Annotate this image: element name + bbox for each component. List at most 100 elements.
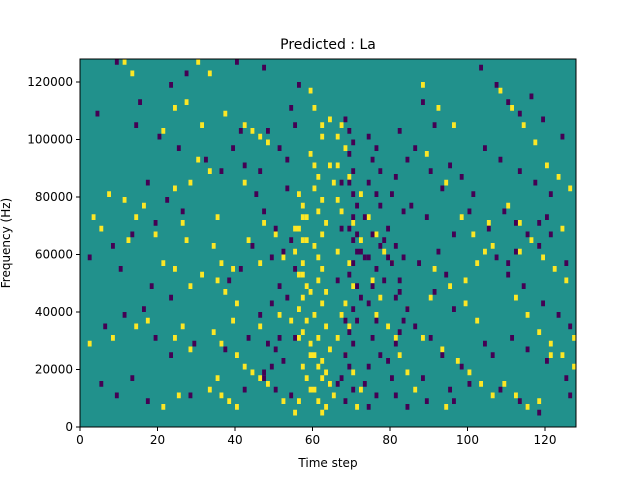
heatmap-cell-low	[374, 266, 379, 272]
heatmap-cell-low	[238, 266, 243, 272]
heatmap-cell-high	[328, 116, 332, 123]
heatmap-cell-high	[219, 392, 224, 399]
heatmap-cell-low	[339, 179, 344, 186]
heatmap-cell-low	[238, 128, 243, 134]
heatmap-cell-high	[548, 352, 553, 358]
heatmap-cell-low	[517, 168, 522, 174]
heatmap-cell-low	[390, 260, 394, 266]
heatmap-cell-high	[242, 122, 247, 128]
heatmap-cell-high	[479, 381, 484, 387]
heatmap-cell-high	[215, 375, 220, 381]
heatmap-cell-high	[219, 260, 224, 266]
x-tick-label: 40	[227, 433, 242, 447]
heatmap-cell-high	[258, 375, 263, 381]
heatmap-cell-high	[343, 300, 348, 307]
heatmap-cell-low	[374, 317, 379, 324]
heatmap-cell-low	[355, 317, 360, 324]
heatmap-cell-high	[378, 294, 383, 301]
heatmap-cell-low	[510, 335, 515, 341]
heatmap-cell-high	[207, 386, 212, 393]
heatmap-cell-high	[289, 317, 294, 324]
heatmap-cell-high	[111, 335, 115, 341]
heatmap-cell-high	[320, 358, 325, 364]
heatmap-cell-low	[277, 335, 282, 341]
heatmap-cell-low	[335, 277, 340, 284]
heatmap-cell-high	[308, 87, 313, 94]
heatmap-cell-low	[494, 254, 499, 261]
heatmap-cell-high	[324, 289, 329, 295]
heatmap-cell-low	[289, 105, 294, 111]
heatmap-cell-low	[374, 191, 379, 197]
heatmap-cell-high	[200, 122, 205, 128]
heatmap-cell-high	[351, 369, 356, 376]
heatmap-cell-high	[320, 122, 325, 128]
heatmap-cell-high	[331, 392, 336, 399]
heatmap-cell-high	[227, 398, 232, 404]
heatmap-cell-high	[444, 404, 449, 410]
heatmap-cell-low	[339, 375, 344, 381]
heatmap-cell-high	[328, 346, 332, 353]
heatmap-cell-high	[351, 283, 356, 289]
heatmap-cell-high	[548, 340, 553, 347]
heatmap-cell-high	[99, 225, 104, 232]
heatmap-cell-low	[335, 381, 340, 387]
heatmap-cell-high	[475, 317, 480, 324]
heatmap-cell-high	[312, 105, 317, 111]
heatmap-cell-low	[401, 208, 406, 215]
heatmap-cell-low	[370, 156, 375, 163]
heatmap-cell-low	[347, 151, 352, 157]
heatmap-cell-high	[134, 214, 139, 220]
heatmap-cell-high	[560, 352, 565, 358]
heatmap-cell-high	[320, 133, 325, 140]
heatmap-cell-low	[347, 363, 352, 370]
heatmap-cell-low	[204, 156, 208, 163]
heatmap-cell-high	[424, 151, 429, 157]
heatmap-cell-high	[324, 220, 329, 226]
heatmap-cell-low	[514, 248, 518, 255]
heatmap-cell-low	[479, 64, 484, 71]
heatmap-cell-high	[223, 110, 228, 117]
heatmap-cell-high	[304, 375, 309, 381]
heatmap-cell-high	[359, 386, 363, 393]
heatmap-cell-low	[521, 283, 526, 289]
heatmap-cell-low	[432, 122, 437, 128]
heatmap-cell-high	[339, 312, 344, 318]
heatmap-cell-low	[397, 277, 402, 284]
heatmap-cell-high	[335, 162, 340, 169]
heatmap-cell-low	[130, 231, 135, 238]
heatmap-cell-high	[490, 243, 495, 249]
heatmap-cell-high	[448, 283, 453, 289]
heatmap-cell-low	[262, 369, 267, 376]
heatmap-cell-low	[529, 93, 534, 100]
heatmap-cell-high	[320, 231, 325, 238]
heatmap-cell-low	[498, 386, 503, 393]
heatmap-cell-low	[351, 306, 356, 312]
heatmap-cell-high	[467, 369, 472, 376]
heatmap-cell-low	[347, 329, 352, 335]
heatmap-cell-high	[517, 248, 522, 255]
heatmap-cell-low	[347, 225, 352, 232]
heatmap-cell-low	[390, 375, 394, 381]
heatmap-cell-high	[211, 243, 216, 249]
heatmap-cell-high	[440, 346, 445, 353]
heatmap-cell-low	[347, 179, 352, 186]
heatmap-cell-high	[370, 277, 375, 284]
y-tick-label: 100000	[27, 133, 73, 147]
heatmap-cell-low	[351, 237, 356, 243]
heatmap-cell-low	[343, 398, 348, 404]
heatmap-cell-low	[486, 225, 491, 232]
heatmap-cell-high	[300, 363, 305, 370]
heatmap-cell-low	[157, 133, 162, 140]
heatmap-cell-high	[258, 133, 263, 140]
heatmap-cell-high	[455, 358, 460, 364]
heatmap-cell-high	[297, 225, 301, 232]
y-tick-label: 0	[65, 420, 73, 434]
heatmap-cell-high	[328, 381, 332, 387]
heatmap-cell-high	[176, 392, 181, 399]
heatmap-cell-high	[180, 220, 185, 226]
heatmap-cell-high	[312, 312, 317, 318]
heatmap-cell-low	[293, 335, 298, 341]
heatmap-cell-high	[293, 248, 298, 255]
heatmap-cell-low	[273, 225, 278, 232]
heatmap-cell-high	[452, 122, 456, 128]
